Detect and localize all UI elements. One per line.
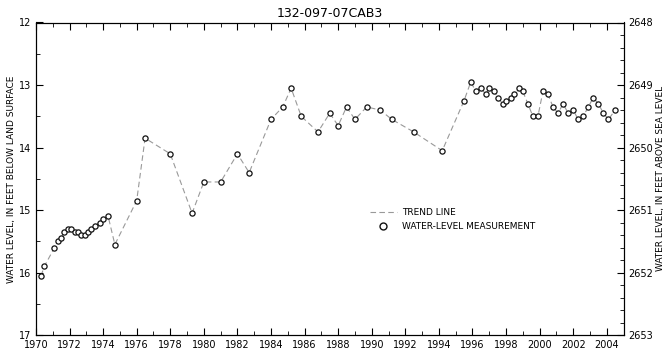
Point: [66, 226, 77, 232]
Point: [39, 263, 50, 269]
Point: [244, 170, 255, 175]
Point: [484, 85, 495, 91]
Point: [558, 101, 569, 107]
Point: [110, 242, 120, 247]
Point: [312, 129, 323, 135]
Point: [470, 89, 481, 94]
Point: [583, 104, 593, 110]
Point: [89, 223, 100, 228]
Point: [437, 148, 448, 154]
Point: [548, 104, 558, 110]
Point: [36, 273, 46, 278]
Point: [610, 107, 620, 113]
Point: [466, 79, 476, 85]
Point: [69, 229, 80, 235]
Point: [517, 89, 528, 94]
Point: [215, 179, 226, 185]
Point: [514, 85, 525, 91]
Point: [497, 101, 508, 107]
Point: [573, 117, 583, 122]
Point: [286, 85, 296, 91]
Point: [296, 114, 306, 119]
Point: [538, 89, 548, 94]
Point: [198, 179, 209, 185]
Point: [509, 91, 520, 97]
Point: [52, 238, 63, 244]
Point: [187, 210, 198, 216]
Point: [522, 101, 533, 107]
Point: [476, 85, 487, 91]
Point: [593, 101, 603, 107]
Point: [552, 110, 563, 116]
Point: [562, 110, 573, 116]
Point: [598, 110, 609, 116]
Point: [501, 98, 511, 104]
Point: [603, 117, 614, 122]
Point: [131, 198, 142, 203]
Point: [568, 107, 579, 113]
Point: [94, 220, 105, 226]
Title: 132-097-07CAB3: 132-097-07CAB3: [277, 7, 383, 20]
Point: [341, 104, 352, 110]
Point: [62, 226, 73, 232]
Point: [76, 232, 87, 238]
Point: [459, 98, 470, 104]
Y-axis label: WATER LEVEL, IN FEET ABOVE SEA LEVEL: WATER LEVEL, IN FEET ABOVE SEA LEVEL: [656, 86, 665, 271]
Point: [506, 95, 517, 100]
Point: [588, 95, 599, 100]
Point: [325, 110, 335, 116]
Point: [349, 117, 360, 122]
Point: [79, 232, 90, 238]
Legend: TREND LINE, WATER-LEVEL MEASUREMENT: TREND LINE, WATER-LEVEL MEASUREMENT: [370, 208, 536, 231]
Point: [480, 91, 491, 97]
Point: [532, 114, 543, 119]
Point: [59, 229, 70, 235]
Point: [232, 151, 243, 157]
Point: [542, 91, 553, 97]
Point: [265, 117, 276, 122]
Point: [375, 107, 386, 113]
Point: [103, 213, 114, 219]
Y-axis label: WATER LEVEL, IN FEET BELOW LAND SURFACE: WATER LEVEL, IN FEET BELOW LAND SURFACE: [7, 75, 16, 282]
Point: [528, 114, 538, 119]
Point: [578, 114, 589, 119]
Point: [493, 95, 503, 100]
Point: [386, 117, 397, 122]
Point: [73, 229, 83, 235]
Point: [333, 123, 343, 129]
Point: [409, 129, 419, 135]
Point: [489, 89, 500, 94]
Point: [86, 226, 97, 232]
Point: [49, 245, 60, 251]
Point: [165, 151, 175, 157]
Point: [278, 104, 288, 110]
Point: [83, 229, 93, 235]
Point: [56, 235, 67, 241]
Point: [362, 104, 372, 110]
Point: [97, 217, 108, 222]
Point: [140, 135, 151, 141]
